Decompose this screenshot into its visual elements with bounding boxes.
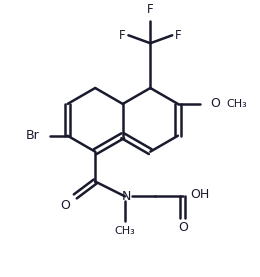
Text: F: F: [147, 3, 154, 16]
Text: F: F: [119, 29, 125, 42]
Text: Br: Br: [26, 129, 40, 142]
Text: F: F: [175, 29, 182, 42]
Text: OH: OH: [191, 188, 210, 201]
Text: CH₃: CH₃: [115, 226, 135, 236]
Text: O: O: [210, 98, 220, 111]
Text: O: O: [60, 199, 70, 212]
Text: CH₃: CH₃: [227, 99, 247, 109]
Text: O: O: [178, 221, 188, 234]
Text: N: N: [121, 190, 131, 203]
